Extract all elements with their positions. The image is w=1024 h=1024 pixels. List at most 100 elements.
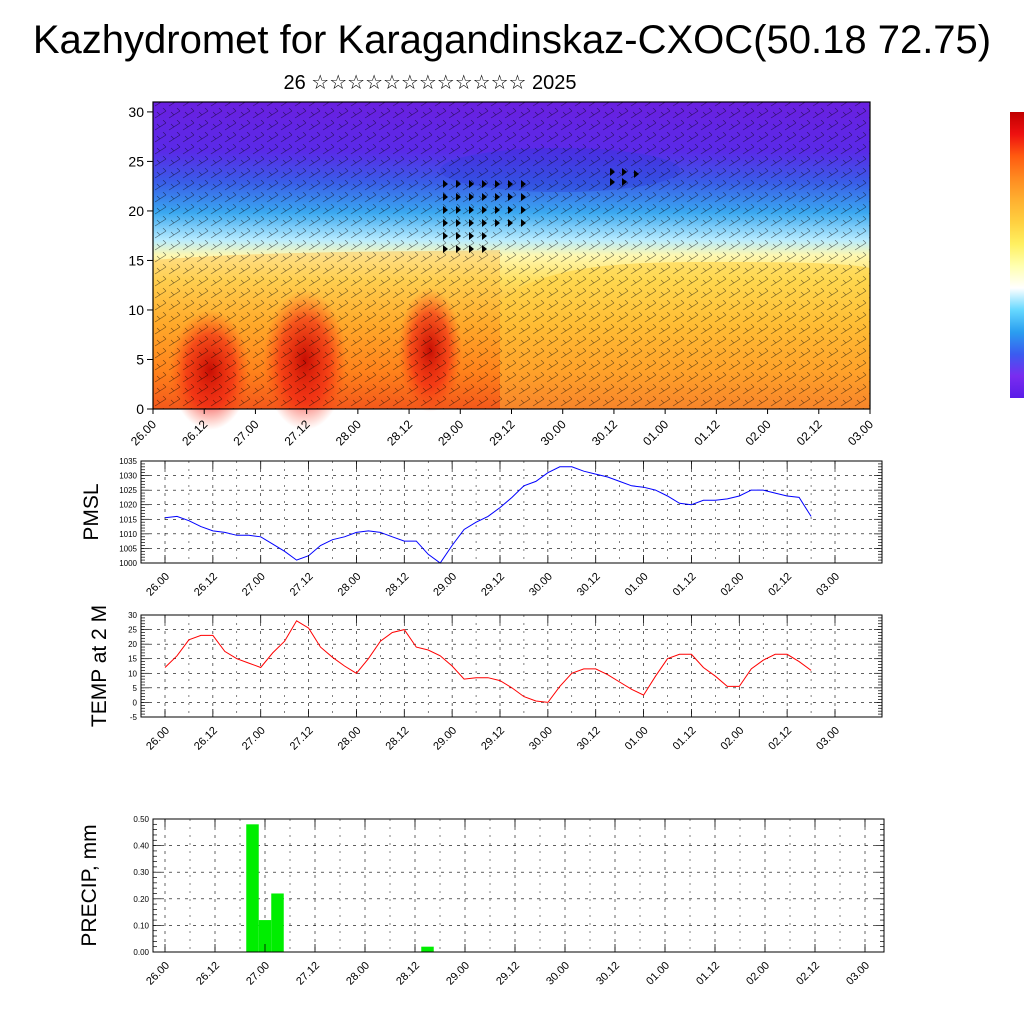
pmsl-y-tick-label: 1015: [119, 515, 137, 524]
wind-flag: [521, 219, 526, 227]
pmsl-x-tick-label: 29.00: [431, 571, 459, 599]
temp-panel: -5 0 5 10 15 20 25 30 26.00 26.12 27.00 27.12 28.00 2…: [88, 605, 883, 753]
wind-barbs: [153, 102, 870, 409]
precip-x-tick-label: 27.12: [294, 960, 322, 988]
temp-y-tick-label: 30: [128, 611, 137, 620]
wind-flag: [495, 206, 500, 214]
temp-x-tick-label: 02.12: [766, 725, 794, 753]
wind-flag: [521, 193, 526, 201]
wind-flag: [469, 206, 474, 214]
temp-x-tick-label: 30.12: [575, 725, 603, 753]
temp-x-tick-label: 28.12: [383, 725, 411, 753]
precip-x-tick-label: 03.00: [844, 960, 872, 988]
wind-flag: [469, 193, 474, 201]
precip-x-tick-label: 01.12: [694, 960, 722, 988]
pmsl-x-tick-label: 03.00: [814, 571, 842, 599]
temp-x-tick-label: 29.12: [479, 725, 507, 753]
pmsl-x-tick-label: 26.00: [144, 571, 172, 599]
cs-y-tick-label: 10: [128, 302, 144, 318]
cs-x-tick-label: 26.00: [128, 417, 159, 448]
cs-x-tick-label: 29.00: [435, 417, 466, 448]
wind-flag: [495, 193, 500, 201]
wind-flag: [443, 219, 448, 227]
wind-flag: [521, 206, 526, 214]
chart-subtitle: 26 ☆☆☆☆☆☆☆☆☆☆☆☆ 2025: [283, 72, 577, 94]
precip-y-tick-label: 0.40: [133, 842, 149, 851]
pmsl-grid: [141, 460, 882, 564]
precip-x-tick-label: 02.12: [794, 960, 822, 988]
wind-flag-group: [443, 168, 639, 253]
temp-y-tick-label: 20: [128, 640, 137, 649]
temp-x-tick-label: 03.00: [814, 725, 842, 753]
wind-flag: [482, 193, 487, 201]
cs-y-tick-label: 25: [128, 153, 144, 169]
temp-y-label: TEMP at 2 M: [88, 605, 111, 727]
pmsl-x-tick-label: 26.12: [192, 571, 220, 599]
wind-flag: [443, 180, 448, 188]
pmsl-x-tick-label: 02.00: [718, 571, 746, 599]
cs-x-tick-label: 03.00: [845, 417, 876, 448]
cs-x-tick-label: 28.00: [333, 417, 364, 448]
pmsl-x-tick-label: 29.12: [479, 571, 507, 599]
wind-flag: [495, 180, 500, 188]
cs-y-tick-label: 0: [136, 401, 144, 417]
cs-x-tick-label: 01.00: [640, 417, 671, 448]
pmsl-y-tick-label: 1030: [119, 472, 137, 481]
wind-flag: [443, 206, 448, 214]
precip-x-tick-label: 29.12: [494, 960, 522, 988]
cs-x-tick-label: 29.12: [486, 417, 517, 448]
pmsl-x-tick-label: 02.12: [766, 571, 794, 599]
wind-flag: [456, 245, 461, 253]
wind-flag: [482, 219, 487, 227]
cs-x-tick-label: 01.12: [691, 417, 722, 448]
precip-x-tick-label: 02.00: [744, 960, 772, 988]
pmsl-y-label: PMSL: [80, 483, 103, 540]
temp-y-tick-label: 15: [128, 655, 137, 664]
cs-y-tick-label: 15: [128, 252, 144, 268]
pmsl-x-tick-label: 30.00: [527, 571, 555, 599]
pmsl-x-tick-label: 01.00: [623, 571, 651, 599]
temp-x-tick-label: 29.00: [431, 725, 459, 753]
cs-x-tick-label: 30.12: [589, 417, 620, 448]
pmsl-y-tick-label: 1025: [119, 486, 137, 495]
wind-flag: [482, 206, 487, 214]
wind-flag: [508, 180, 513, 188]
wind-flag: [469, 232, 474, 240]
precip-x-tick-label: 27.00: [244, 960, 272, 988]
precip-bar: [421, 946, 434, 952]
pmsl-x-tick-label: 28.12: [383, 571, 411, 599]
temp-line: [164, 620, 812, 703]
temp-frame: [140, 614, 883, 718]
temp-x-tick-label: 26.00: [144, 725, 172, 753]
wind-flag: [508, 206, 513, 214]
wind-flag: [508, 219, 513, 227]
wind-flag: [469, 219, 474, 227]
wind-flag: [508, 193, 513, 201]
cross-section-y-axis: 0 5 10 15 20 25 30: [128, 104, 153, 417]
precip-bar: [246, 824, 259, 952]
cs-y-tick-label: 5: [136, 351, 144, 367]
temp-grid: [141, 614, 882, 718]
temp-y-tick-label: 25: [128, 626, 137, 635]
wind-flag: [469, 180, 474, 188]
precip-y-tick-label: 0.30: [133, 868, 149, 877]
precip-y-tick-label: 0.00: [133, 948, 149, 957]
cs-y-tick-label: 20: [128, 203, 144, 219]
temp-y-tick-label: 10: [128, 669, 137, 678]
temp-x-tick-label: 02.00: [718, 725, 746, 753]
pmsl-panel: 1000 1005 1010 1015 1020 1025 1030 1035 26.00 26.…: [80, 457, 883, 599]
precip-x-tick-label: 26.00: [144, 960, 172, 988]
wind-flag: [495, 219, 500, 227]
chart-title: Kazhydromet for Karagandinskaz-CXOC(50.1…: [32, 18, 992, 62]
cs-y-tick-label: 30: [128, 104, 144, 120]
wind-flag: [456, 193, 461, 201]
wind-flag: [456, 206, 461, 214]
temp-x-tick-label: 01.00: [623, 725, 651, 753]
temp-x-tick-label: 26.12: [192, 725, 220, 753]
wind-flag: [482, 232, 487, 240]
pmsl-line: [164, 466, 812, 564]
wind-flag: [634, 170, 639, 178]
colorbar: [1010, 112, 1024, 398]
